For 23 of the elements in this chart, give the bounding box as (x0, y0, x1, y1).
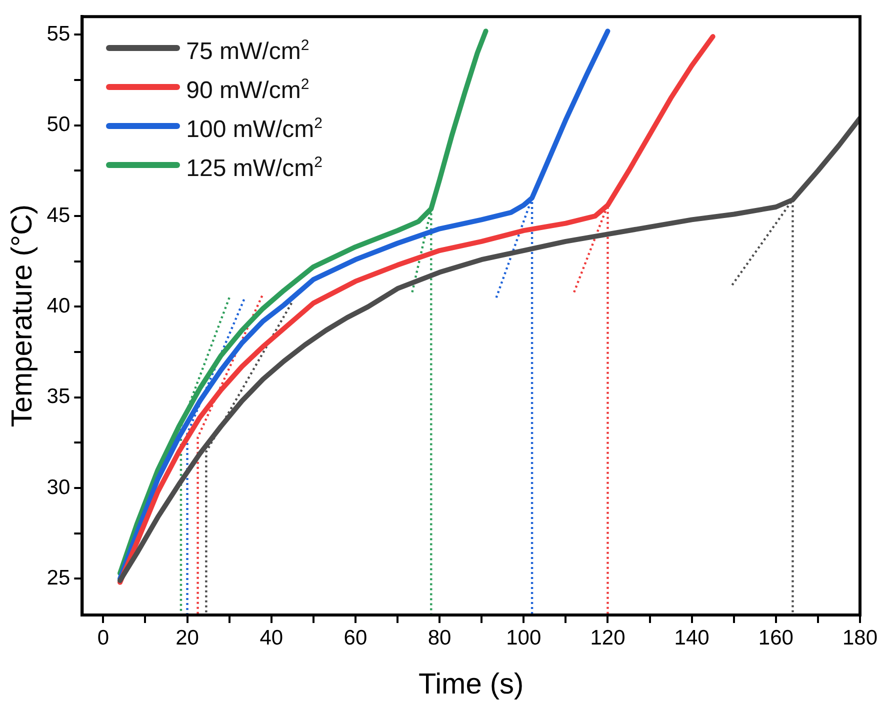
legend-label: 90 mW/cm$^{2}$ (186, 74, 310, 106)
x-tick-label: 160 (758, 626, 794, 650)
x-tick-label: 80 (428, 626, 452, 650)
x-tick-label: 60 (344, 626, 368, 650)
x-tick-label: 100 (506, 626, 542, 650)
y-tick-label: 55 (46, 22, 70, 46)
x-axis-title: Time (s) (418, 668, 524, 701)
y-axis-title: Temperature (°C) (6, 204, 38, 428)
x-tick-label: 120 (590, 626, 626, 650)
x-tick-label: 140 (674, 626, 710, 650)
legend-label: 75 mW/cm$^{2}$ (186, 36, 310, 67)
y-tick-label: 40 (46, 294, 70, 318)
y-tick-label: 45 (46, 204, 70, 227)
y-tick-label: 25 (46, 566, 70, 590)
y-tick-label: 30 (46, 476, 70, 499)
x-tick-label: 40 (260, 626, 284, 650)
legend-label: 125 mW/cm$^{2}$ (186, 152, 323, 184)
x-tick-label: 0 (97, 626, 110, 650)
y-tick-label: 35 (46, 385, 70, 408)
y-tick-label: 50 (46, 113, 70, 136)
x-tick-label: 20 (176, 626, 199, 650)
legend-label: 100 mW/cm$^{2}$ (186, 114, 323, 145)
x-tick-label: 180 (842, 626, 878, 650)
